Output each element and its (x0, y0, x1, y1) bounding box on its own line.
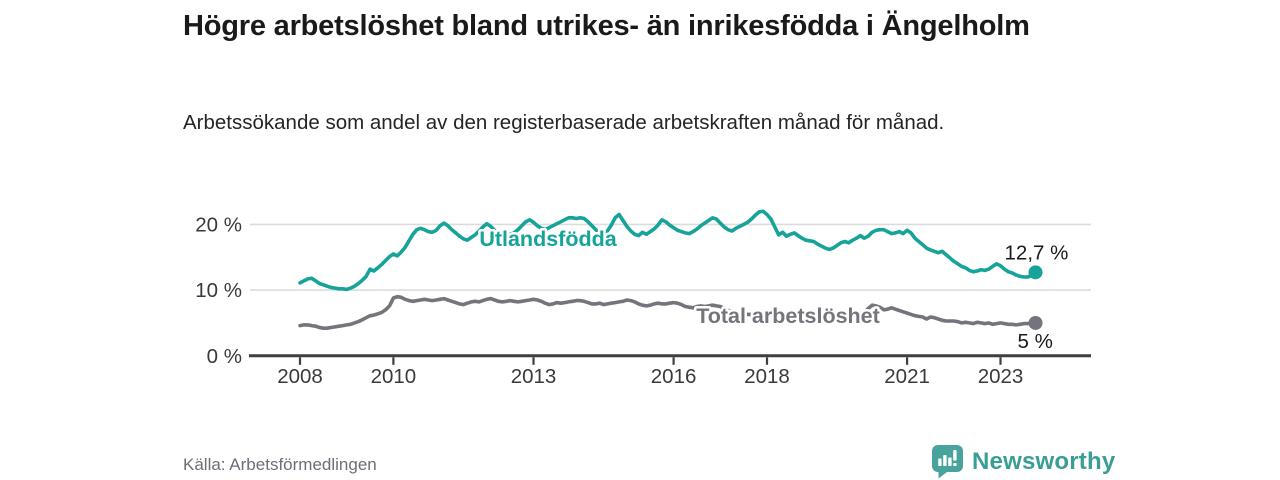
x-axis-tick-label: 2016 (651, 365, 697, 388)
x-axis-tick-label: 2013 (511, 365, 557, 388)
x-axis-tick-label: 2008 (277, 365, 323, 388)
series-line-total (298, 294, 1038, 331)
x-axis-tick-label: 2018 (744, 365, 790, 388)
x-axis-tick-label: 2021 (884, 365, 930, 388)
series-end-dot (1028, 265, 1043, 280)
series-end-label: 12,7 % (1005, 241, 1069, 264)
brand-logo: Newsworthy (932, 445, 1115, 479)
chart-title: Högre arbetslöshet bland utrikes- än inr… (183, 10, 1030, 42)
series-end-dot (1028, 315, 1043, 330)
series-end-label: 5 % (1018, 330, 1053, 353)
x-axis-tick-label: 2023 (978, 365, 1024, 388)
y-axis-tick-label: 0 % (207, 345, 242, 368)
y-axis-tick-label: 10 % (195, 279, 242, 302)
y-axis-tick-label: 20 % (195, 213, 242, 236)
series-label: Utlandsfödda (479, 227, 617, 251)
newsworthy-logo-icon (932, 445, 963, 479)
x-axis-tick-label: 2010 (371, 365, 417, 388)
series-label: Total arbetslöshet (696, 304, 880, 328)
brand-wordmark: Newsworthy (972, 448, 1116, 475)
source-note: Källa: Arbetsförmedlingen (183, 455, 377, 474)
series-line-utlandsfodda (298, 209, 1038, 292)
chart-subtitle: Arbetssökande som andel av den registerb… (183, 111, 945, 134)
